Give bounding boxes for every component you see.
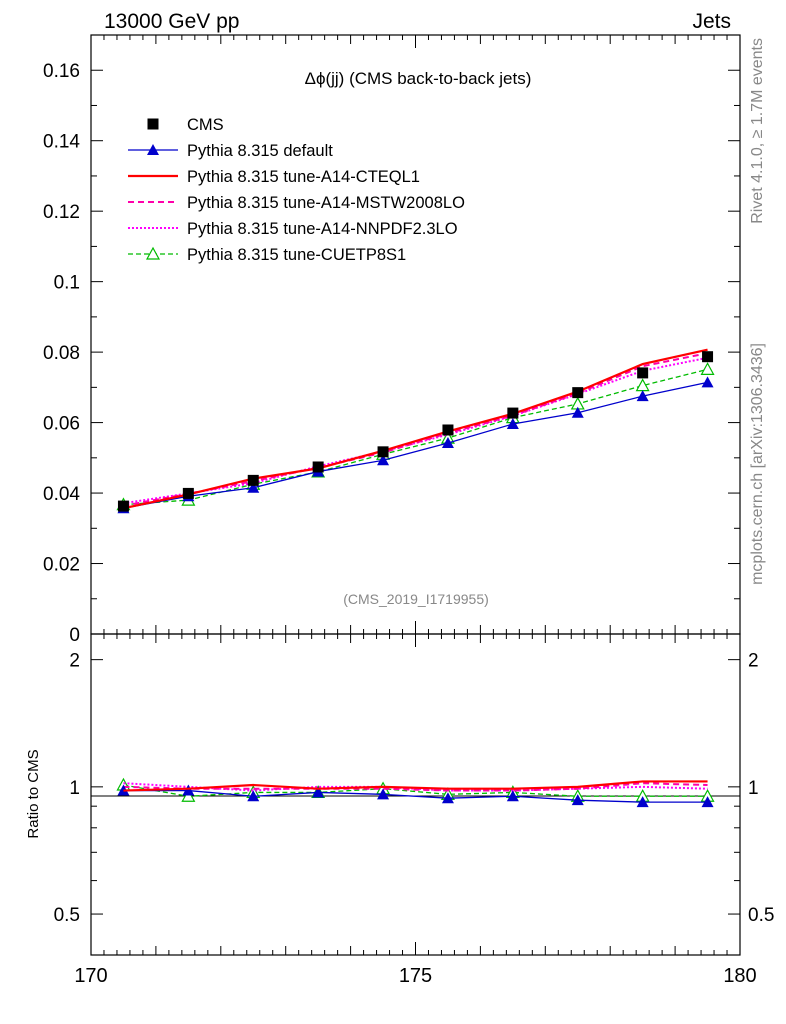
main-line-cuetp8s1 — [123, 368, 708, 506]
ratio-tick-label-left: 1 — [69, 778, 80, 799]
main-point-cms — [247, 474, 259, 486]
main-point-cms — [637, 367, 649, 379]
analysis-watermark: (CMS_2019_I1719955) — [343, 591, 489, 607]
ratio-line-cteql1 — [123, 780, 708, 792]
main-point-default — [571, 406, 584, 418]
ratio-point-default — [701, 796, 714, 808]
y-tick-label: 0.04 — [43, 484, 80, 505]
y-tick-label: 0 — [69, 625, 80, 646]
y-tick-label: 0.12 — [43, 202, 80, 223]
main-point-default — [377, 454, 390, 466]
ratio-point-default — [247, 790, 260, 802]
mcplots-label: mcplots.cern.ch [arXiv:1306.3436] — [749, 343, 766, 585]
x-axis: 170 175 180 — [74, 35, 757, 987]
y-tick-label: 0.14 — [43, 132, 80, 153]
main-point-default — [441, 437, 454, 449]
y-tick-label: 0.16 — [43, 61, 80, 82]
main-series-layer — [116, 348, 715, 514]
main-point-cms — [117, 500, 129, 512]
legend-label-cms: CMS — [187, 116, 224, 134]
ratio-line-cuetp8s1 — [123, 784, 708, 797]
main-y-axis: 0 0.02 0.04 0.06 0.08 0.1 0.12 0.14 0.16 — [43, 34, 740, 646]
ratio-point-default — [506, 790, 519, 802]
ratio-line-default — [123, 789, 708, 803]
main-line-cteql1 — [123, 348, 708, 510]
main-line-mstw — [123, 352, 708, 507]
main-point-cms — [442, 424, 454, 436]
main-point-default — [247, 481, 260, 493]
ratio-tick-label-right: 1 — [748, 778, 759, 799]
ratio-y-label: Ratio to CMS — [25, 749, 42, 838]
ratio-tick-label-left: 0.5 — [54, 905, 80, 926]
legend-marker-cms — [147, 118, 159, 130]
ratio-point-default — [312, 786, 325, 798]
ratio-tick-label-left: 2 — [69, 651, 80, 672]
ratio-point-default — [377, 788, 390, 800]
rivet-version-label: Rivet 4.1.0, ≥ 1.7M events — [749, 38, 766, 224]
main-point-cuetp8s1 — [700, 362, 715, 375]
main-point-default — [506, 417, 519, 429]
main-point-cms — [572, 387, 584, 399]
main-line-default — [123, 381, 708, 509]
main-point-default — [636, 390, 649, 402]
legend-label-nnpdf: Pythia 8.315 tune-A14-NNPDF2.3LO — [187, 220, 458, 238]
ratio-point-cuetp8s1 — [181, 789, 196, 802]
main-point-cms — [312, 461, 324, 473]
y-tick-label: 0.02 — [43, 555, 80, 576]
y-tick-label: 0.08 — [43, 343, 80, 364]
ratio-point-default — [636, 796, 649, 808]
legend-label-cuetp8s1: Pythia 8.315 tune-CUETP8S1 — [187, 246, 406, 264]
x-tick-label: 170 — [74, 965, 107, 987]
legend-label-mstw: Pythia 8.315 tune-A14-MSTW2008LO — [187, 194, 465, 212]
header-jets-label: Jets — [692, 10, 731, 33]
legend-label-default: Pythia 8.315 default — [187, 142, 333, 160]
y-tick-label: 0.06 — [43, 414, 80, 435]
x-tick-label: 175 — [399, 965, 432, 987]
ratio-series-layer — [116, 777, 715, 808]
y-tick-label: 0.1 — [54, 273, 80, 294]
ratio-line-mstw — [123, 782, 708, 792]
main-point-cms — [377, 446, 389, 458]
ratio-point-default — [441, 792, 454, 804]
main-point-default — [701, 376, 714, 388]
main-point-cms — [702, 351, 714, 363]
plot-title: Δϕ(jj) (CMS back-to-back jets) — [305, 69, 532, 88]
ratio-tick-label-right: 2 — [748, 651, 759, 672]
legend: CMS Pythia 8.315 default Pythia 8.315 tune… — [128, 116, 465, 264]
x-tick-label: 180 — [723, 965, 756, 987]
main-point-cms — [507, 407, 519, 419]
legend-marker-default — [147, 144, 159, 155]
ratio-y-axis: 0.5 0.5 1 1 2 2 — [54, 651, 774, 956]
header-energy-label: 13000 GeV pp — [104, 10, 239, 33]
legend-label-cteql1: Pythia 8.315 tune-A14-CTEQL1 — [187, 168, 420, 186]
main-line-nnpdf — [123, 356, 708, 505]
ratio-point-default — [182, 784, 195, 796]
ratio-tick-label-right: 0.5 — [748, 905, 774, 926]
legend-marker-cuetp8s1 — [145, 246, 161, 260]
ratio-point-default — [571, 794, 584, 806]
main-point-cms — [182, 487, 194, 499]
